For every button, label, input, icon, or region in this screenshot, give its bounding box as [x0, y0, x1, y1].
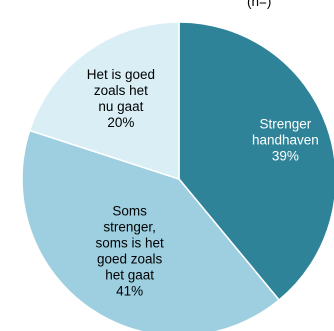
pie-slice-2	[21, 129, 281, 331]
pie-labels: Strenger handhaven 39% Soms strenger, soms is…	[87, 67, 319, 299]
chart-header-partial: (n=)	[247, 0, 271, 9]
pie-slice-category-label: strenger,	[103, 220, 156, 235]
pie-slice-category-label: goed zoals	[97, 252, 163, 267]
pie-slices	[21, 21, 334, 331]
pie-slice-category-label: handhaven	[252, 133, 319, 148]
pie-slice-label-1: Strenger handhaven 39%	[252, 117, 319, 164]
pie-slice-category-label: zoals het	[94, 83, 148, 98]
pie-slice-3	[28, 21, 180, 181]
pie-slice-1	[178, 21, 334, 302]
pie-slice-label-2: Soms strenger, soms is het goed zoals het ga…	[95, 204, 164, 299]
pie-slice-category-label: Het is goed	[87, 67, 155, 82]
pie-slice-category-label: soms is het	[95, 236, 164, 251]
pie-slice-category-label: Soms	[112, 204, 147, 219]
pie-slice-category-label: Strenger	[260, 117, 312, 132]
pie-slice-value-label: 20%	[107, 115, 134, 130]
pie-slice-category-label: het gaat	[105, 268, 154, 283]
pie-slice-value-label: 39%	[272, 149, 299, 164]
pie-slice-category-label: nu gaat	[98, 99, 143, 114]
pie-slice-value-label: 41%	[116, 284, 143, 299]
pie-slice-label-3: Het is goed zoals het nu gaat 20%	[87, 67, 155, 130]
